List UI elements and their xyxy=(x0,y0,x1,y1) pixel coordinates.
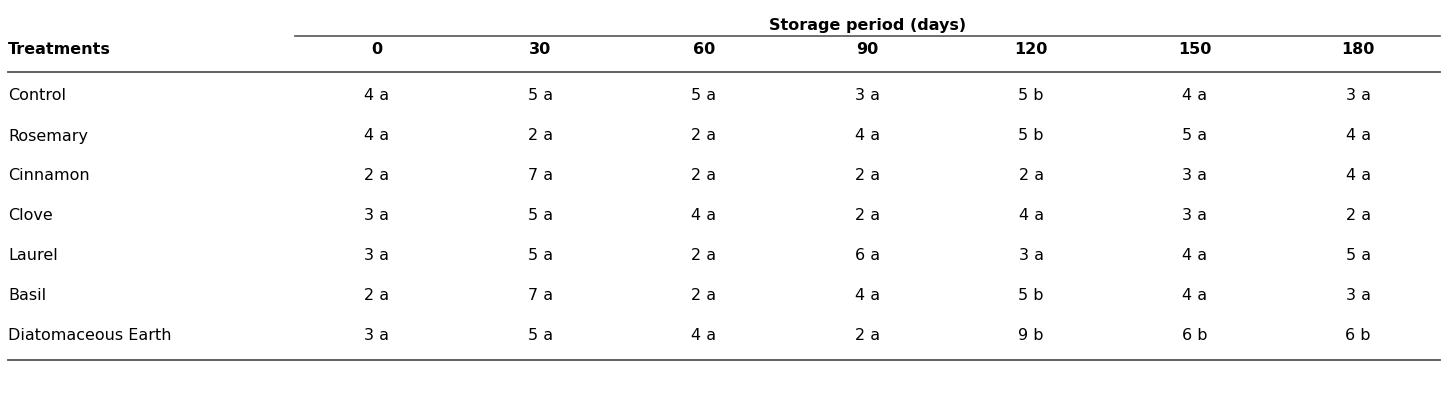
Text: 4 a: 4 a xyxy=(1346,168,1370,183)
Text: 90: 90 xyxy=(857,42,879,57)
Text: 2 a: 2 a xyxy=(856,328,880,343)
Text: 4 a: 4 a xyxy=(364,88,390,103)
Text: 3 a: 3 a xyxy=(364,208,389,223)
Text: 2 a: 2 a xyxy=(856,208,880,223)
Text: 5 b: 5 b xyxy=(1018,128,1044,143)
Text: Storage period (days): Storage period (days) xyxy=(768,18,966,33)
Text: 180: 180 xyxy=(1341,42,1375,57)
Text: 4 a: 4 a xyxy=(1182,88,1208,103)
Text: 3 a: 3 a xyxy=(364,248,389,263)
Text: 9 b: 9 b xyxy=(1018,328,1044,343)
Text: 2 a: 2 a xyxy=(692,288,716,303)
Text: Laurel: Laurel xyxy=(9,248,58,263)
Text: 3 a: 3 a xyxy=(1018,248,1044,263)
Text: 5 b: 5 b xyxy=(1018,88,1044,103)
Text: Treatments: Treatments xyxy=(9,42,110,57)
Text: 3 a: 3 a xyxy=(1346,88,1370,103)
Text: 4 a: 4 a xyxy=(856,288,880,303)
Text: 150: 150 xyxy=(1177,42,1211,57)
Text: Diatomaceous Earth: Diatomaceous Earth xyxy=(9,328,171,343)
Text: 6 b: 6 b xyxy=(1182,328,1208,343)
Text: 30: 30 xyxy=(529,42,551,57)
Text: 5 a: 5 a xyxy=(692,88,716,103)
Text: 5 a: 5 a xyxy=(528,248,552,263)
Text: 5 a: 5 a xyxy=(528,208,552,223)
Text: 3 a: 3 a xyxy=(1182,208,1208,223)
Text: 5 a: 5 a xyxy=(1182,128,1208,143)
Text: 5 a: 5 a xyxy=(1346,248,1370,263)
Text: 3 a: 3 a xyxy=(1346,288,1370,303)
Text: Cinnamon: Cinnamon xyxy=(9,168,90,183)
Text: 2 a: 2 a xyxy=(528,128,552,143)
Text: 3 a: 3 a xyxy=(856,88,880,103)
Text: 6 a: 6 a xyxy=(856,248,880,263)
Text: 2 a: 2 a xyxy=(692,128,716,143)
Text: 6 b: 6 b xyxy=(1346,328,1370,343)
Text: 7 a: 7 a xyxy=(528,168,552,183)
Text: 2 a: 2 a xyxy=(692,168,716,183)
Text: Basil: Basil xyxy=(9,288,46,303)
Text: 4 a: 4 a xyxy=(1182,248,1208,263)
Text: 4 a: 4 a xyxy=(1346,128,1370,143)
Text: 4 a: 4 a xyxy=(856,128,880,143)
Text: 5 a: 5 a xyxy=(528,328,552,343)
Text: Clove: Clove xyxy=(9,208,52,223)
Text: 5 b: 5 b xyxy=(1018,288,1044,303)
Text: 3 a: 3 a xyxy=(1182,168,1208,183)
Text: 4 a: 4 a xyxy=(692,208,716,223)
Text: 2 a: 2 a xyxy=(856,168,880,183)
Text: 0: 0 xyxy=(371,42,383,57)
Text: 2 a: 2 a xyxy=(1018,168,1044,183)
Text: 2 a: 2 a xyxy=(692,248,716,263)
Text: 4 a: 4 a xyxy=(1018,208,1044,223)
Text: 60: 60 xyxy=(693,42,715,57)
Text: 2 a: 2 a xyxy=(364,288,390,303)
Text: 2 a: 2 a xyxy=(364,168,390,183)
Text: 7 a: 7 a xyxy=(528,288,552,303)
Text: Rosemary: Rosemary xyxy=(9,128,88,143)
Text: 5 a: 5 a xyxy=(528,88,552,103)
Text: Control: Control xyxy=(9,88,67,103)
Text: 120: 120 xyxy=(1015,42,1048,57)
Text: 2 a: 2 a xyxy=(1346,208,1370,223)
Text: 4 a: 4 a xyxy=(692,328,716,343)
Text: 4 a: 4 a xyxy=(1182,288,1208,303)
Text: 3 a: 3 a xyxy=(364,328,389,343)
Text: 4 a: 4 a xyxy=(364,128,390,143)
